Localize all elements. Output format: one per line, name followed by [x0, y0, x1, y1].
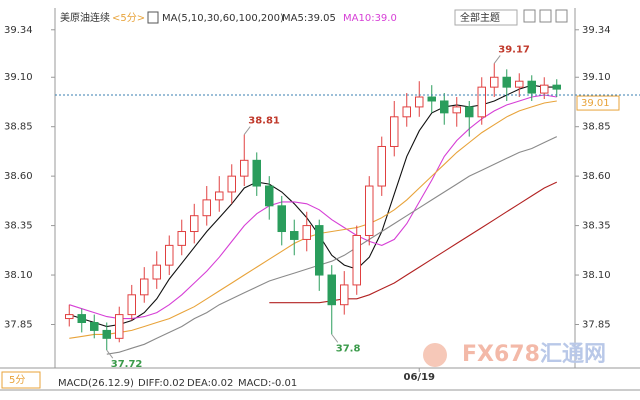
candle-body: [265, 185, 274, 207]
ma10-readout: MA10:39.0: [343, 13, 397, 24]
candle-body: [515, 80, 524, 88]
y-tick-label: 38.85: [582, 122, 611, 133]
macd-label: MACD(26.12.9): [58, 378, 134, 389]
extreme-pointer: [493, 55, 501, 64]
y-tick-label: 38.10: [4, 270, 33, 281]
theme-button-label[interactable]: 全部主题: [460, 11, 500, 24]
moving-average: [269, 181, 558, 304]
candle-body: [490, 76, 499, 88]
extreme-pointer: [331, 334, 339, 343]
candle-body: [65, 314, 74, 320]
candle-body: [77, 314, 86, 324]
moving-average: [69, 84, 557, 328]
moving-average: [69, 100, 557, 339]
candle-body: [165, 244, 174, 266]
candle-body: [527, 80, 536, 94]
candle-body: [140, 278, 149, 296]
macd-diff: DIFF:0.02: [138, 378, 185, 389]
candle-body: [440, 100, 449, 114]
candle-body: [277, 205, 286, 233]
candle-body: [290, 231, 299, 240]
indicator-icon: [147, 11, 159, 24]
high-label: 38.81: [248, 116, 280, 127]
y-tick-label: 38.10: [582, 270, 611, 281]
watermark-logo: [423, 343, 447, 367]
candle-body: [240, 159, 249, 177]
y-tick-label: 38.35: [582, 221, 611, 232]
y-tick-label: 38.85: [4, 122, 33, 133]
candle-body: [415, 96, 424, 108]
watermark: FX678: [462, 342, 540, 367]
candle-body: [477, 86, 486, 118]
y-tick-label: 39.34: [582, 25, 611, 36]
candle-body: [190, 215, 199, 233]
candle-body: [102, 329, 111, 339]
macd-dea: DEA:0.02: [187, 378, 233, 389]
y-tick-label: 38.60: [4, 171, 33, 182]
period-button[interactable]: [1, 371, 41, 389]
indicator-label: MA(5,10,30,60,100,200): [162, 13, 284, 24]
y-tick-label: 39.34: [4, 25, 33, 36]
candle-body: [227, 175, 236, 193]
extreme-pointer: [243, 126, 251, 135]
candle-body: [552, 84, 561, 90]
candle-body: [340, 284, 349, 306]
period-label: <5分>: [112, 12, 145, 24]
tool-icon[interactable]: [555, 9, 568, 23]
low-label: 37.8: [336, 343, 361, 354]
y-tick-label: 39.10: [4, 72, 33, 83]
candle-body: [352, 234, 361, 286]
period-button-label[interactable]: 5分: [9, 374, 25, 386]
last-price-box: [576, 95, 620, 111]
candle-body: [452, 106, 461, 114]
candle-body: [377, 145, 386, 187]
candle-body: [302, 225, 311, 240]
candle-body: [502, 76, 511, 88]
candle-body: [465, 106, 474, 118]
candle-body: [90, 322, 99, 331]
moving-average: [69, 94, 557, 320]
high-label: 39.17: [498, 44, 530, 55]
candle-body: [540, 84, 549, 94]
y-tick-label: 38.35: [4, 221, 33, 232]
last-price-label: 39.01: [581, 98, 610, 109]
candle-body: [202, 199, 211, 217]
candle-body: [177, 231, 186, 246]
y-tick-label: 37.85: [582, 319, 611, 330]
candle-body: [327, 274, 336, 306]
y-tick-label: 38.60: [582, 171, 611, 182]
candle-body: [315, 225, 324, 276]
theme-button[interactable]: [454, 9, 518, 26]
moving-average: [106, 136, 558, 355]
tool-icon[interactable]: [539, 9, 552, 23]
instrument-title: 美原油连续: [60, 11, 110, 24]
macd-value: MACD:-0.01: [238, 378, 297, 389]
candle-body: [252, 159, 261, 187]
tool-icon[interactable]: [523, 9, 536, 23]
candle-body: [365, 185, 374, 236]
y-tick-label: 37.85: [4, 319, 33, 330]
candle-body: [390, 116, 399, 147]
candle-body: [152, 264, 161, 280]
low-label: 37.72: [111, 359, 143, 370]
ma5-readout: MA5:39.05: [282, 13, 336, 24]
extreme-pointer: [106, 349, 114, 359]
candle-body: [427, 96, 436, 102]
watermark: 汇通网: [540, 342, 606, 367]
candle-body: [215, 191, 224, 201]
candle-body: [127, 294, 136, 316]
y-tick-label: 39.10: [582, 72, 611, 83]
candle-body: [402, 106, 411, 118]
x-tick-label: 06/19: [404, 372, 436, 383]
candle-body: [115, 314, 124, 339]
